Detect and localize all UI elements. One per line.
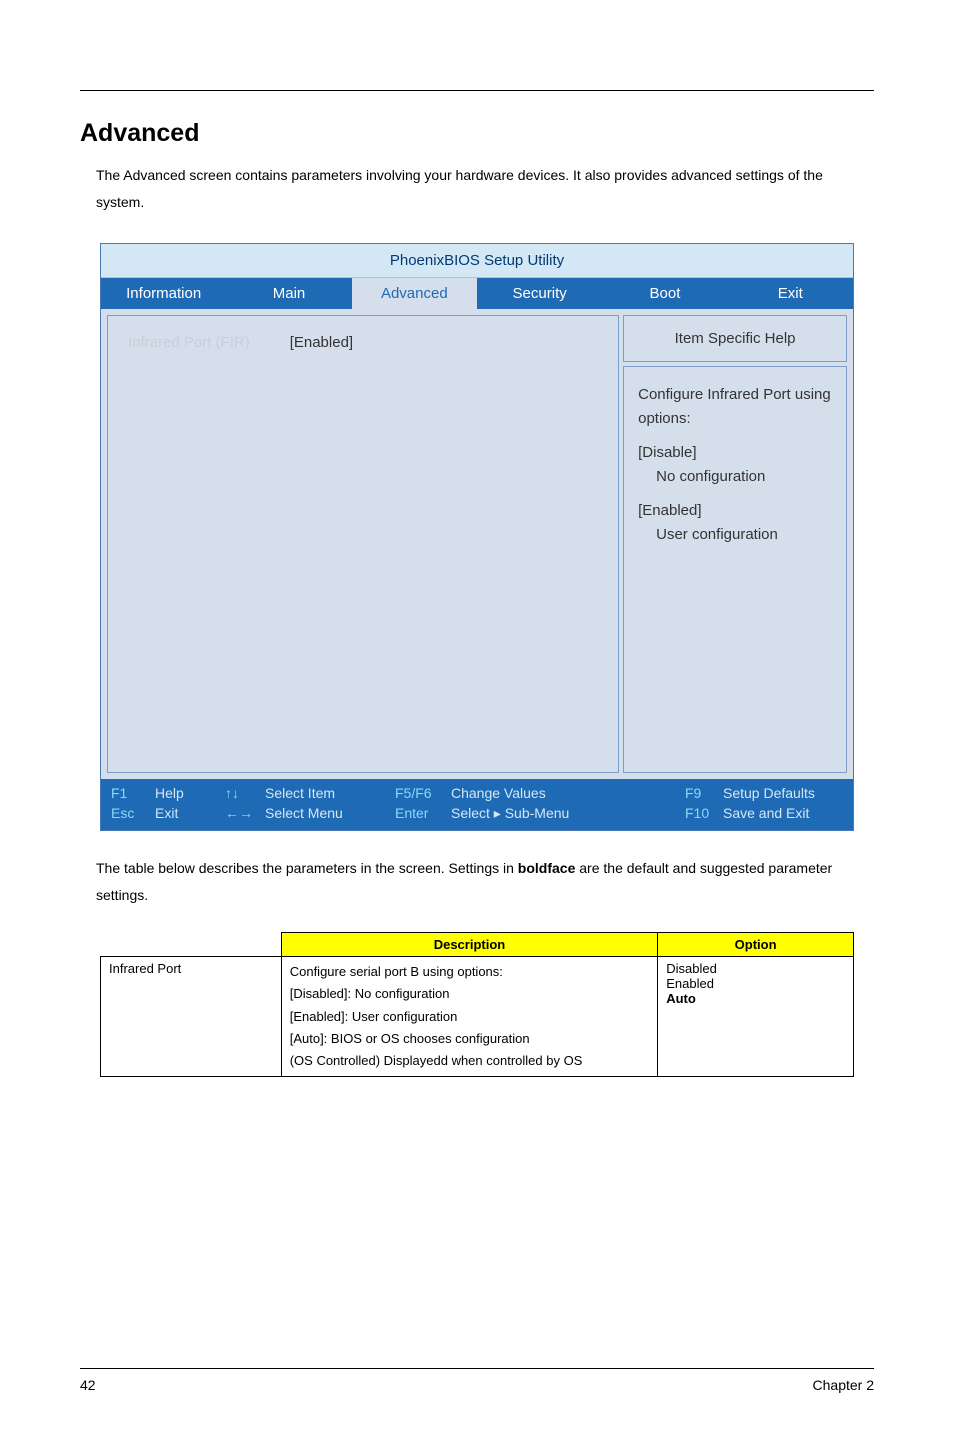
desc-line: [Auto]: BIOS or OS chooses configuration — [290, 1028, 650, 1050]
setting-label: Infrared Port (FIR) — [128, 334, 250, 351]
opt-line: Auto — [666, 991, 845, 1006]
opt-bold: Auto — [666, 991, 696, 1006]
bios-help-panel: Item Specific Help Configure Infrared Po… — [619, 315, 847, 773]
bios-settings-panel: Infrared Port (FIR) [Enabled] — [107, 315, 619, 773]
tab-exit[interactable]: Exit — [728, 278, 853, 309]
desc-pre: The table below describes the parameters… — [96, 860, 518, 876]
bios-title: PhoenixBIOS Setup Utility — [101, 244, 853, 278]
bios-tabs: Information Main Advanced Security Boot … — [101, 278, 853, 309]
tab-security[interactable]: Security — [477, 278, 602, 309]
top-rule — [80, 90, 874, 91]
help-line: Configure Infrared Port using options: — [638, 383, 832, 431]
cell-option: Disabled Enabled Auto — [658, 957, 854, 1076]
bios-body: Infrared Port (FIR) [Enabled] Item Speci… — [101, 309, 853, 779]
key-label: Help — [155, 785, 225, 801]
help-line: [Disable] — [638, 441, 832, 465]
help-body: Configure Infrared Port using options: [… — [623, 366, 847, 773]
key-label: Change Values — [451, 785, 685, 801]
tab-advanced[interactable]: Advanced — [352, 278, 477, 309]
th-blank — [101, 933, 282, 957]
desc-bold: boldface — [518, 860, 576, 876]
desc-line: [Disabled]: No configuration — [290, 983, 650, 1005]
bios-window: PhoenixBIOS Setup Utility Information Ma… — [100, 243, 854, 831]
key-label: Select Menu — [265, 805, 395, 822]
th-option: Option — [658, 933, 854, 957]
intro-text: The Advanced screen contains parameters … — [96, 162, 858, 215]
opt-line: Enabled — [666, 976, 845, 991]
key-arrows-h: ←→ — [225, 805, 265, 822]
key-label: Select Item — [265, 785, 395, 801]
key-esc: Esc — [111, 805, 155, 822]
tab-main[interactable]: Main — [226, 278, 351, 309]
key-label: Select ▸ Sub-Menu — [451, 805, 685, 822]
table-description: The table below describes the parameters… — [96, 855, 858, 908]
cell-description: Configure serial port B using options: [… — [281, 957, 658, 1076]
key-f5f6: F5/F6 — [395, 785, 451, 801]
key-arrows-v: ↑↓ — [225, 785, 265, 801]
key-f10: F10 — [685, 805, 723, 822]
page-footer: 42 Chapter 2 — [80, 1368, 874, 1393]
th-description: Description — [281, 933, 658, 957]
section-heading: Advanced — [80, 119, 874, 148]
help-line: [Enabled] — [638, 499, 832, 523]
setting-value: [Enabled] — [290, 334, 353, 351]
desc-line: Configure serial port B using options: — [290, 961, 650, 983]
opt-line: Disabled — [666, 961, 845, 976]
key-f9: F9 — [685, 785, 723, 801]
key-label: Exit — [155, 805, 225, 822]
desc-line: [Enabled]: User configuration — [290, 1006, 650, 1028]
key-label: Save and Exit — [723, 805, 843, 822]
cell-param: Infrared Port — [101, 957, 282, 1076]
setting-infrared-port[interactable]: Infrared Port (FIR) [Enabled] — [128, 334, 598, 351]
chapter-label: Chapter 2 — [813, 1377, 874, 1393]
params-table: Description Option Infrared Port Configu… — [100, 932, 854, 1076]
key-f1: F1 — [111, 785, 155, 801]
key-enter: Enter — [395, 805, 451, 822]
table-header-row: Description Option — [101, 933, 854, 957]
tab-boot[interactable]: Boot — [602, 278, 727, 309]
help-line: User configuration — [638, 523, 832, 547]
desc-line: (OS Controlled) Displayedd when controll… — [290, 1050, 650, 1072]
help-title: Item Specific Help — [623, 315, 847, 362]
tab-information[interactable]: Information — [101, 278, 226, 309]
key-label: Setup Defaults — [723, 785, 843, 801]
bios-footer: F1 Help ↑↓ Select Item F5/F6 Change Valu… — [101, 779, 853, 830]
help-line: No configuration — [638, 465, 832, 489]
page-number: 42 — [80, 1377, 96, 1393]
table-row: Infrared Port Configure serial port B us… — [101, 957, 854, 1076]
